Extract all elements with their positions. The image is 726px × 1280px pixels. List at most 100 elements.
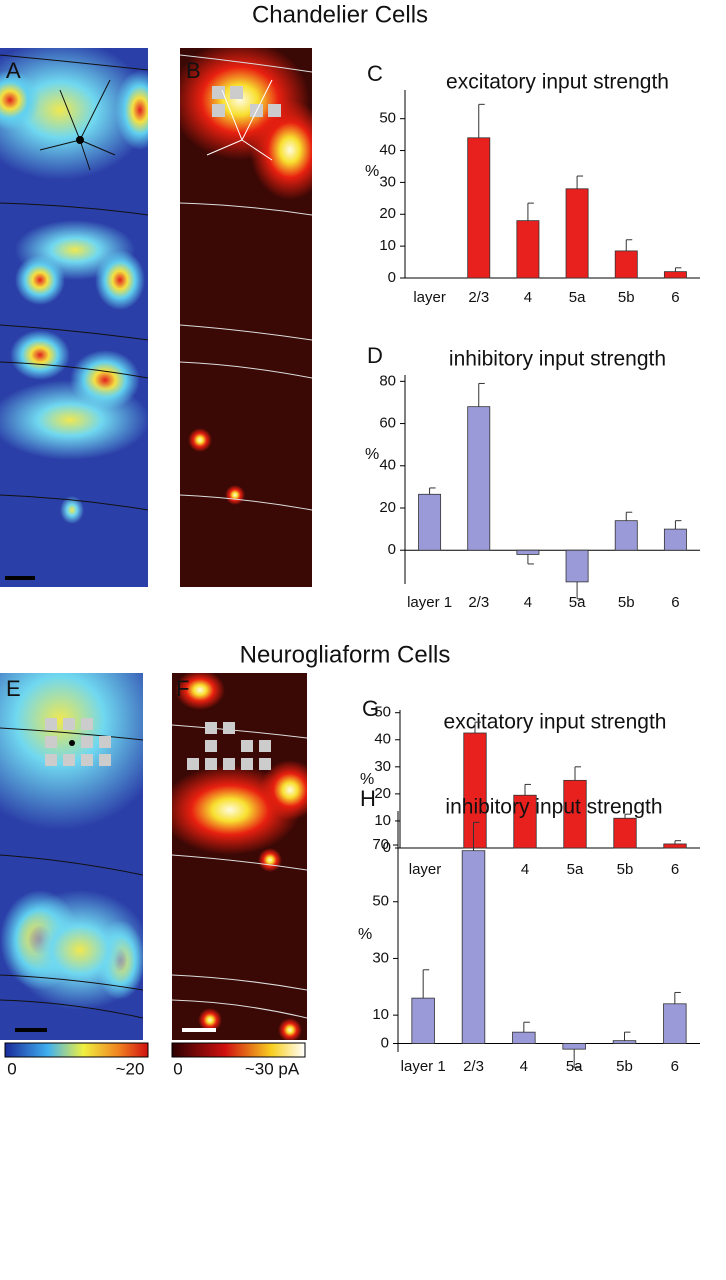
heatmap (0, 673, 143, 1040)
y-tick-label: 10 (372, 1006, 389, 1023)
bar (418, 493, 442, 551)
x-tick-label: 5b (618, 594, 635, 611)
error-bar (674, 520, 682, 530)
panel-letter: F (176, 676, 189, 701)
colorbar-label: ~20 (116, 1059, 145, 1078)
y-tick-label: 20 (374, 785, 391, 802)
colorbar-label: ~30 pA (245, 1059, 300, 1078)
y-tick-label: 40 (379, 142, 396, 159)
x-tick-label: 5a (567, 861, 584, 878)
bar (663, 843, 687, 849)
y-tick-label: 80 (379, 372, 396, 389)
y-tick-label: 20 (379, 205, 396, 222)
bar (565, 188, 589, 279)
x-tick-label: 5a (569, 594, 586, 611)
error-bar (625, 239, 633, 251)
colorbar-label: 0 (173, 1059, 182, 1078)
y-tick-label: 40 (374, 731, 391, 748)
error-bar (478, 103, 485, 138)
section-title: Neurogliaform Cells (240, 641, 451, 668)
bar (612, 1040, 637, 1044)
bar (565, 549, 589, 583)
error-bar (624, 813, 631, 819)
y-tick-label: 20 (379, 499, 396, 516)
panel-letter: B (186, 58, 201, 83)
error-bar (624, 1031, 631, 1041)
y-tick-label: 10 (379, 237, 396, 254)
y-tick-label: 30 (374, 758, 391, 775)
bar (512, 1031, 536, 1044)
x-tick-label: layer (409, 861, 442, 878)
error-bar (576, 175, 584, 189)
panel-letter: E (6, 676, 21, 701)
y-tick-label: 50 (372, 893, 389, 910)
x-tick-label: 6 (671, 289, 679, 306)
bar (562, 1043, 586, 1050)
error-bar (574, 766, 581, 781)
x-tick-label: 5b (616, 1058, 633, 1075)
bar (411, 997, 435, 1044)
section-title: Chandelier Cells (252, 1, 428, 28)
x-tick-label: 4 (520, 1058, 528, 1075)
error-bar (474, 721, 481, 733)
panel-letter: A (6, 58, 21, 83)
x-tick-label: 2/3 (468, 289, 489, 306)
y-tick-label: 30 (379, 173, 396, 190)
error-bar (625, 511, 633, 521)
x-tick-label: 4 (524, 594, 532, 611)
colorbar-label: 0 (7, 1059, 16, 1078)
y-tick-label: 50 (374, 704, 391, 721)
x-tick-label: 6 (671, 861, 679, 878)
chart-title: inhibitory input strength (449, 348, 666, 371)
x-tick-label: 5b (617, 861, 634, 878)
x-tick-label: 5a (569, 289, 586, 306)
bar (467, 137, 491, 279)
error-bar (576, 581, 584, 600)
x-tick-label: layer (413, 289, 446, 306)
chart-title: excitatory input strength (446, 71, 669, 94)
error-bar (527, 554, 534, 565)
heatmap (0, 48, 148, 587)
bar (663, 271, 687, 279)
error-bar (674, 840, 681, 844)
bar (516, 220, 540, 279)
chart-title: inhibitory input strength (445, 796, 662, 819)
x-tick-label: layer 1 (407, 594, 452, 611)
bar (614, 520, 638, 551)
x-tick-label: 4 (521, 861, 529, 878)
error-bar (674, 267, 682, 272)
y-axis-label: % (365, 163, 379, 180)
error-bar (473, 821, 480, 851)
x-tick-label: 5b (618, 289, 635, 306)
y-axis-label: % (358, 926, 372, 943)
error-bar (527, 202, 534, 221)
bar (663, 528, 687, 551)
error-bar (478, 382, 485, 407)
error-bar (429, 487, 436, 495)
x-tick-label: 6 (671, 1058, 679, 1075)
bar (463, 732, 487, 849)
y-tick-label: 40 (379, 457, 396, 474)
x-tick-label: layer 1 (401, 1058, 446, 1075)
error-bar (422, 969, 430, 999)
colorbar (171, 1042, 306, 1058)
bar (461, 850, 486, 1044)
error-bar (573, 1049, 581, 1069)
y-tick-label: 0 (381, 1034, 389, 1051)
bar (467, 406, 491, 551)
x-tick-label: 4 (524, 289, 532, 306)
x-tick-label: 2/3 (463, 1058, 484, 1075)
y-tick-label: 30 (372, 949, 389, 966)
bar (613, 817, 637, 849)
panel-letter: H (360, 786, 376, 811)
error-bar (523, 1021, 530, 1033)
heatmap (180, 48, 312, 587)
bar (663, 1003, 687, 1044)
panel-letter: G (362, 696, 379, 721)
x-tick-label: 6 (671, 594, 679, 611)
y-tick-label: 0 (388, 541, 396, 558)
y-tick-label: 60 (379, 415, 396, 432)
heatmap (172, 673, 307, 1040)
